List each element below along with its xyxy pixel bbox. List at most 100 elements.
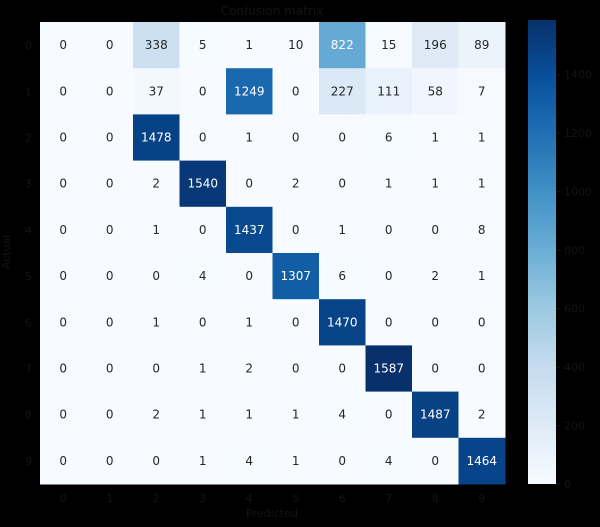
x-axis-ticks: 0 1 2 3 4 5 6 7 8 9	[60, 492, 486, 505]
heatmap-cell	[226, 68, 273, 115]
heatmap-cell	[319, 160, 366, 208]
heatmap-cell	[179, 299, 227, 346]
colorbar-tick-label: 800	[564, 244, 585, 257]
cell-value-label: 0	[106, 454, 114, 468]
cell-value-label: 4	[199, 269, 207, 283]
heatmap-cell	[133, 437, 180, 485]
x-axis-label: Predicted	[246, 507, 298, 520]
heatmap-cell	[133, 22, 180, 69]
cell-value-label: 2	[245, 362, 253, 376]
cell-value-label: 0	[338, 177, 346, 191]
heatmap-cell	[319, 437, 366, 485]
y-axis-ticks: 0 1 2 3 4 5 6 7 8 9	[25, 39, 32, 468]
chart-title: Confusion matrix	[221, 4, 324, 18]
cell-value-label: 227	[331, 84, 354, 98]
cell-value-label: 0	[106, 177, 114, 191]
cell-value-label: 0	[385, 408, 393, 422]
cell-value-label: 0	[199, 131, 207, 145]
heatmap-cell	[86, 437, 134, 485]
cell-value-label: 0	[292, 362, 300, 376]
cell-value-label: 2	[152, 408, 160, 422]
cell-value-label: 1	[245, 38, 253, 52]
cell-value-label: 0	[106, 223, 114, 237]
heatmap-cell	[133, 160, 180, 208]
cell-value-label: 111	[377, 84, 400, 98]
heatmap-cell	[319, 22, 366, 69]
cell-value-label: 1	[431, 131, 439, 145]
cell-value-label: 0	[106, 269, 114, 283]
heatmap-cell	[458, 253, 506, 300]
heatmap-cell	[458, 345, 506, 393]
heatmap-cell	[86, 345, 134, 393]
heatmap-cell	[133, 114, 180, 162]
heatmap-cell	[86, 68, 134, 115]
heatmap-cell	[412, 253, 459, 300]
heatmap-cell	[458, 68, 506, 115]
heatmap-cell	[319, 253, 366, 300]
cell-value-label: 15	[381, 38, 396, 52]
heatmap-cell	[86, 299, 134, 346]
cell-value-label: 1540	[187, 177, 218, 191]
heatmap-cell	[179, 22, 227, 69]
cell-value-label: 0	[106, 362, 114, 376]
heatmap-cell	[40, 206, 87, 254]
cell-value-label: 0	[152, 362, 160, 376]
heatmap-cell	[179, 160, 227, 208]
y-axis-label: Actual	[0, 235, 13, 269]
cell-value-label: 0	[431, 454, 439, 468]
cell-value-label: 2	[431, 269, 439, 283]
heatmap-cell	[40, 299, 87, 346]
cell-value-label: 0	[199, 84, 207, 98]
colorbar-tick-label: 1200	[564, 127, 592, 140]
colorbar	[528, 20, 556, 484]
heatmap-cell	[272, 160, 320, 208]
heatmap-cell	[412, 22, 459, 69]
x-tick-label: 0	[60, 492, 67, 505]
heatmap-cell	[40, 22, 87, 69]
heatmap-cell	[319, 114, 366, 162]
y-tick-label: 3	[25, 178, 32, 191]
heatmap-cell	[412, 437, 459, 485]
heatmap-cell	[412, 391, 459, 439]
heatmap-cell	[226, 437, 273, 485]
heatmap-cell	[272, 22, 320, 69]
cell-value-label: 0	[245, 177, 253, 191]
colorbar-tick-label: 0	[564, 478, 571, 491]
cell-value-label: 5	[199, 38, 207, 52]
cell-value-label: 0	[292, 84, 300, 98]
heatmap-cell	[133, 391, 180, 439]
x-tick-label: 9	[478, 492, 485, 505]
heatmap-cell	[365, 160, 413, 208]
heatmap-cell	[272, 299, 320, 346]
heatmap-cell	[365, 299, 413, 346]
heatmap-cell	[272, 253, 320, 300]
heatmap-cell	[133, 299, 180, 346]
cell-value-label: 0	[478, 362, 486, 376]
heatmap-cell	[412, 68, 459, 115]
cell-value-label: 58	[428, 84, 443, 98]
cell-value-label: 0	[292, 315, 300, 329]
cell-value-label: 2	[478, 408, 486, 422]
heatmap-cell	[133, 345, 180, 393]
heatmap-cell	[272, 437, 320, 485]
x-tick-label: 8	[432, 492, 439, 505]
heatmap-cell	[272, 345, 320, 393]
heatmap-cell	[40, 391, 87, 439]
cell-value-label: 1307	[280, 269, 311, 283]
heatmap-cell	[179, 253, 227, 300]
colorbar-ticks: 0 200 400 600 800 1000 1200 1400	[556, 69, 592, 491]
heatmap-cell	[412, 160, 459, 208]
cell-value-label: 0	[431, 223, 439, 237]
heatmap-cell	[86, 253, 134, 300]
cell-value-label: 1	[385, 177, 393, 191]
cell-value-label: 1	[199, 454, 207, 468]
cell-value-label: 0	[292, 131, 300, 145]
colorbar-tick-label: 200	[564, 420, 585, 433]
cell-value-label: 10	[288, 38, 303, 52]
heatmap-cell	[458, 206, 506, 254]
cell-value-label: 1	[245, 408, 253, 422]
cell-value-label: 2	[292, 177, 300, 191]
heatmap-cell	[40, 160, 87, 208]
colorbar-tick-label: 1400	[564, 69, 592, 82]
